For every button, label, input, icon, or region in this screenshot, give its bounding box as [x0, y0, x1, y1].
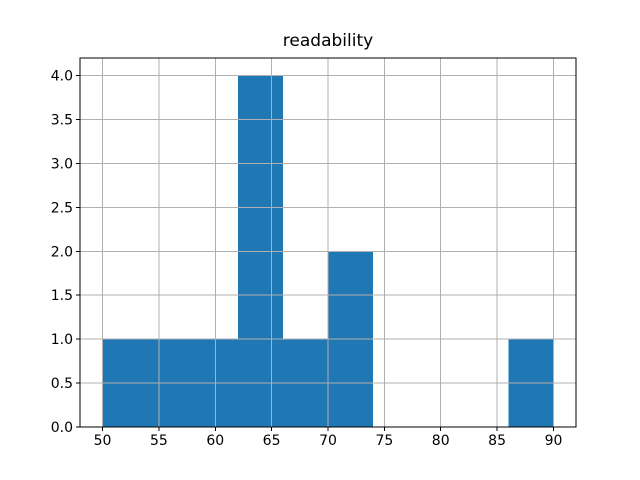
- x-tick-label: 75: [375, 433, 393, 449]
- y-tick-label: 3.0: [51, 156, 73, 172]
- y-tick-label: 2.0: [51, 244, 73, 260]
- x-tick-label: 55: [150, 433, 168, 449]
- y-tick-label: 4.0: [51, 69, 73, 85]
- x-tick-label: 60: [206, 433, 224, 449]
- x-tick-label: 80: [432, 433, 450, 449]
- y-tick-label: 1.5: [51, 288, 73, 304]
- y-tick-label: 2.5: [51, 200, 73, 216]
- y-tick-label: 0.0: [51, 420, 73, 436]
- y-tick-label: 1.0: [51, 332, 73, 348]
- y-tick-label: 0.5: [51, 376, 73, 392]
- x-tick-label: 50: [94, 433, 112, 449]
- x-tick-label: 70: [319, 433, 337, 449]
- x-tick-label: 90: [545, 433, 563, 449]
- x-tick-label: 85: [488, 433, 506, 449]
- y-tick-label: 3.5: [51, 113, 73, 129]
- chart-title: readability: [282, 31, 374, 51]
- x-tick-label: 65: [263, 433, 281, 449]
